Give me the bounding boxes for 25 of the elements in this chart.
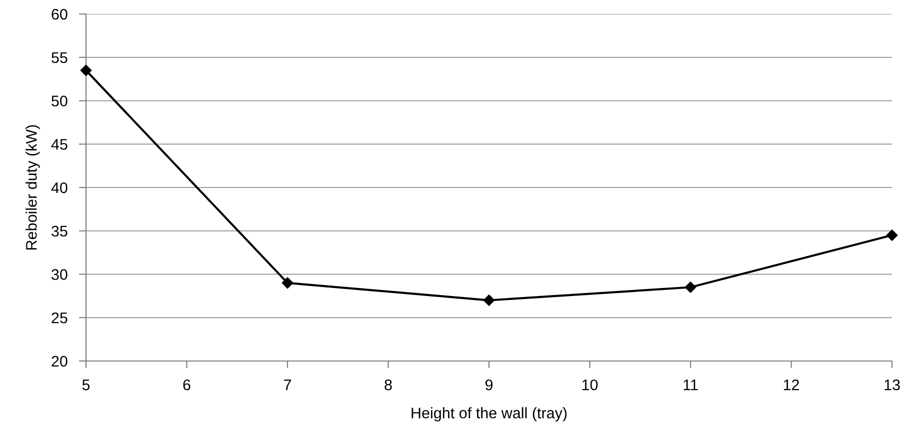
x-tick-label: 9 xyxy=(485,379,493,390)
y-tick-label: 25 xyxy=(52,312,68,324)
x-tick-label: 7 xyxy=(284,380,291,390)
x-tick-label: 11 xyxy=(684,380,698,390)
x-tick-label: 12 xyxy=(784,379,799,390)
point xyxy=(886,230,898,241)
y-tick-label: 35 xyxy=(52,226,68,237)
x-tick-label: 6 xyxy=(183,379,190,390)
x-tick-label: 13 xyxy=(884,379,900,390)
y-tick-label: 45 xyxy=(51,139,68,150)
point xyxy=(483,294,495,306)
y-tick-label: 40 xyxy=(51,182,68,194)
x-tick-label: 5 xyxy=(82,380,90,390)
y-tick-label: 60 xyxy=(52,8,68,20)
x-axis-title: Height of the wall (tray) xyxy=(412,407,567,422)
y-tick-label: 55 xyxy=(52,52,68,64)
point xyxy=(80,64,92,76)
x-tick-label: 10 xyxy=(582,379,598,390)
y-tick-label: 50 xyxy=(52,96,68,106)
y-axis-title: Reboiler duty (kW) xyxy=(26,125,40,250)
x-tick-label: 8 xyxy=(384,379,392,390)
y-tick-label: 20 xyxy=(52,356,68,367)
point xyxy=(282,277,294,289)
y-tick-label: 30 xyxy=(52,269,68,280)
point xyxy=(684,282,696,293)
